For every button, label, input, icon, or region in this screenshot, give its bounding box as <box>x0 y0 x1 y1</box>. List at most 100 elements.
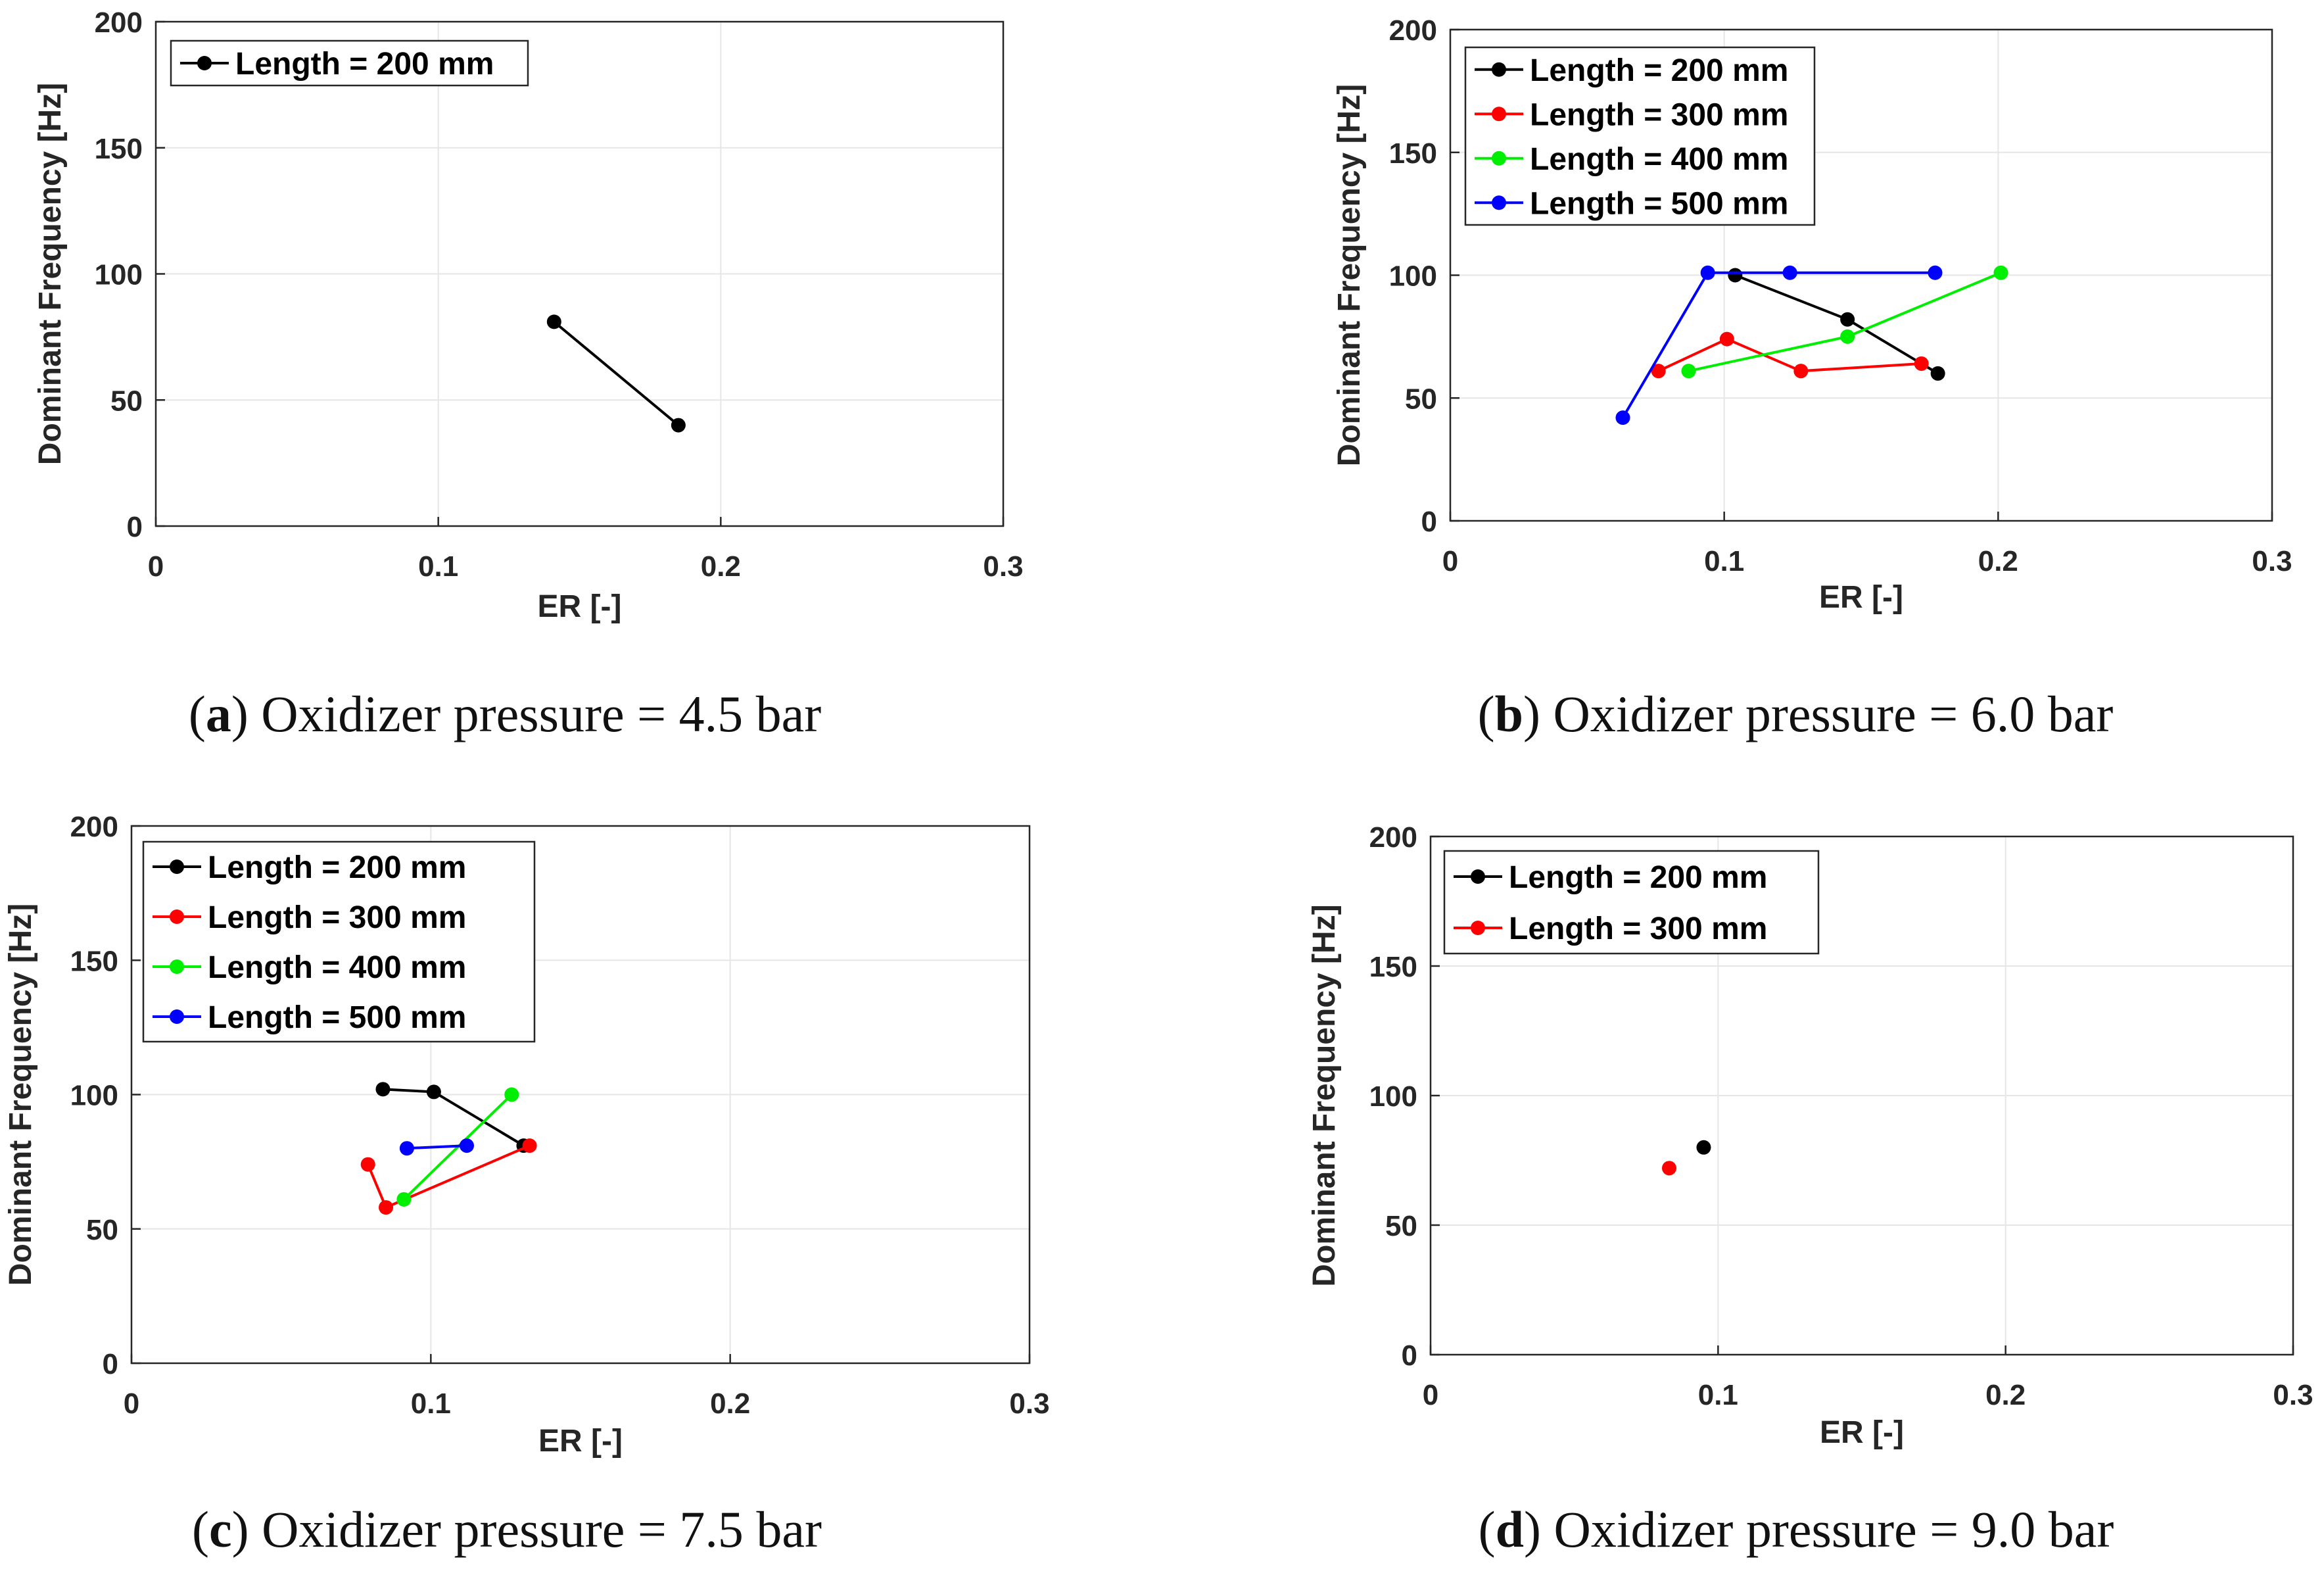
data-point <box>375 1082 391 1097</box>
series-line <box>1657 337 1922 373</box>
y-tick-label: 0 <box>1421 506 1437 538</box>
chart-panel-c: 0 0.1 0.2 0.3 0 50 100 150 200 ER [-] Dominant Fre… <box>3 811 1050 1558</box>
data-point <box>1928 265 1943 280</box>
x-tick-label: 0.1 <box>411 1388 451 1420</box>
data-point <box>1661 1161 1676 1176</box>
data-point <box>360 1157 375 1172</box>
y-tick-label: 200 <box>1389 14 1437 47</box>
legend-box <box>142 840 536 1043</box>
panel-caption: (c) Oxidizer pressure = 7.5 bar <box>192 1501 822 1558</box>
x-tick-label: 0.2 <box>1978 545 2018 577</box>
x-tick-label: 0.3 <box>1009 1388 1049 1420</box>
chart-panel-b: 0 0.1 0.2 0.3 0 50 100 150 200 ER [-] Dominant Fre… <box>1332 14 2292 742</box>
data-point <box>459 1138 474 1153</box>
legend-label: Length = 200 mm <box>208 850 466 885</box>
y-tick-label: 0 <box>1402 1340 1417 1372</box>
panel-caption: (a) Oxidizer pressure = 4.5 bar <box>189 685 821 742</box>
caption-paren: ) <box>231 685 261 742</box>
data-point <box>1930 366 1945 381</box>
caption-text: Oxidizer pressure = 7.5 bar <box>262 1501 822 1558</box>
data-point <box>1700 265 1715 280</box>
x-axis-label: ER [-] <box>1819 580 1903 615</box>
x-tick-label: 0 <box>1423 1379 1438 1411</box>
legend-marker <box>197 56 212 70</box>
y-tick-label: 200 <box>1369 821 1417 854</box>
y-tick-label: 0 <box>127 511 143 543</box>
x-tick-label: 0.3 <box>2273 1379 2313 1411</box>
chart-panel-a: 0 0.1 0.2 0.3 0 50 100 150 200 ER [-] Dominant Fre… <box>33 7 1024 742</box>
x-axis-label: ER [-] <box>1820 1415 1904 1450</box>
x-axis-label: ER [-] <box>538 589 622 624</box>
caption-paren: ( <box>189 685 206 742</box>
legend-label: Length = 500 mm <box>1530 186 1788 221</box>
data-point <box>546 314 561 329</box>
caption-paren: ) <box>1524 1501 1553 1558</box>
data-point <box>1840 329 1855 344</box>
x-tick-label: 0.1 <box>418 550 458 583</box>
legend-marker <box>1492 62 1506 77</box>
caption-text: Oxidizer pressure = 4.5 bar <box>261 685 821 742</box>
legend-box <box>1443 850 1820 955</box>
caption-paren: ) <box>1523 685 1553 742</box>
caption-paren: ( <box>192 1501 209 1558</box>
x-tick-label: 0.2 <box>701 550 741 583</box>
y-tick-label: 100 <box>70 1080 118 1112</box>
series-line <box>1734 274 1939 375</box>
caption-letter: c <box>209 1501 232 1558</box>
caption-paren: ) <box>232 1501 262 1558</box>
series-line <box>383 1088 525 1147</box>
legend-label: Length = 400 mm <box>1530 142 1788 177</box>
y-axis-label: Dominant Frequency [Hz] <box>3 904 38 1286</box>
legend-label: Length = 500 mm <box>208 1000 466 1035</box>
legend-label: Length = 200 mm <box>1509 860 1767 895</box>
data-point <box>1615 410 1630 425</box>
legend-box <box>1464 46 1816 226</box>
data-point <box>1914 356 1929 371</box>
legend-marker <box>170 909 184 924</box>
legend-label: Length = 300 mm <box>208 900 466 935</box>
x-tick-label: 0.2 <box>1985 1379 2026 1411</box>
data-point <box>399 1141 414 1156</box>
legend-marker <box>170 1009 184 1024</box>
y-tick-label: 50 <box>86 1214 118 1246</box>
legend-marker <box>1492 107 1506 122</box>
x-tick-label: 0 <box>148 550 164 583</box>
y-axis-label: Dominant Frequency [Hz] <box>1307 904 1342 1286</box>
y-tick-label: 200 <box>70 811 118 843</box>
y-axis-label: Dominant Frequency [Hz] <box>33 83 68 465</box>
data-point <box>1719 331 1734 347</box>
x-tick-label: 0.2 <box>710 1388 750 1420</box>
y-tick-label: 150 <box>70 945 118 977</box>
x-axis-label: ER [-] <box>538 1424 623 1459</box>
legend-label: Length = 300 mm <box>1509 911 1767 946</box>
x-tick-label: 0.1 <box>1698 1379 1738 1411</box>
legend-marker <box>1471 869 1485 884</box>
legend-label: Length = 400 mm <box>208 950 466 985</box>
caption-letter: b <box>1495 685 1523 742</box>
data-point <box>379 1200 394 1215</box>
caption-paren: ( <box>1479 1501 1496 1558</box>
data-point <box>522 1138 537 1153</box>
y-tick-label: 50 <box>1405 383 1437 415</box>
legend-label: Length = 200 mm <box>1530 53 1788 88</box>
x-tick-label: 0.1 <box>1704 545 1744 577</box>
y-tick-label: 100 <box>1369 1080 1417 1113</box>
data-point <box>1681 364 1696 379</box>
y-axis-label: Dominant Frequency [Hz] <box>1332 84 1367 466</box>
data-point <box>1793 364 1809 379</box>
legend-marker <box>1492 151 1506 166</box>
caption-letter: a <box>206 685 231 742</box>
data-point <box>1696 1140 1711 1155</box>
data-point <box>396 1192 412 1207</box>
series-line <box>553 320 680 427</box>
data-point <box>426 1084 441 1100</box>
data-point <box>1840 312 1855 327</box>
y-tick-label: 150 <box>95 133 143 165</box>
legend-marker <box>1492 195 1506 210</box>
x-tick-label: 0 <box>124 1388 139 1420</box>
chart-panel-d: 0 0.1 0.2 0.3 0 50 100 150 200 ER [-] Dominant Fre… <box>1307 821 2313 1558</box>
y-tick-label: 200 <box>95 7 143 39</box>
data-point <box>671 418 686 433</box>
y-tick-label: 50 <box>110 385 143 417</box>
